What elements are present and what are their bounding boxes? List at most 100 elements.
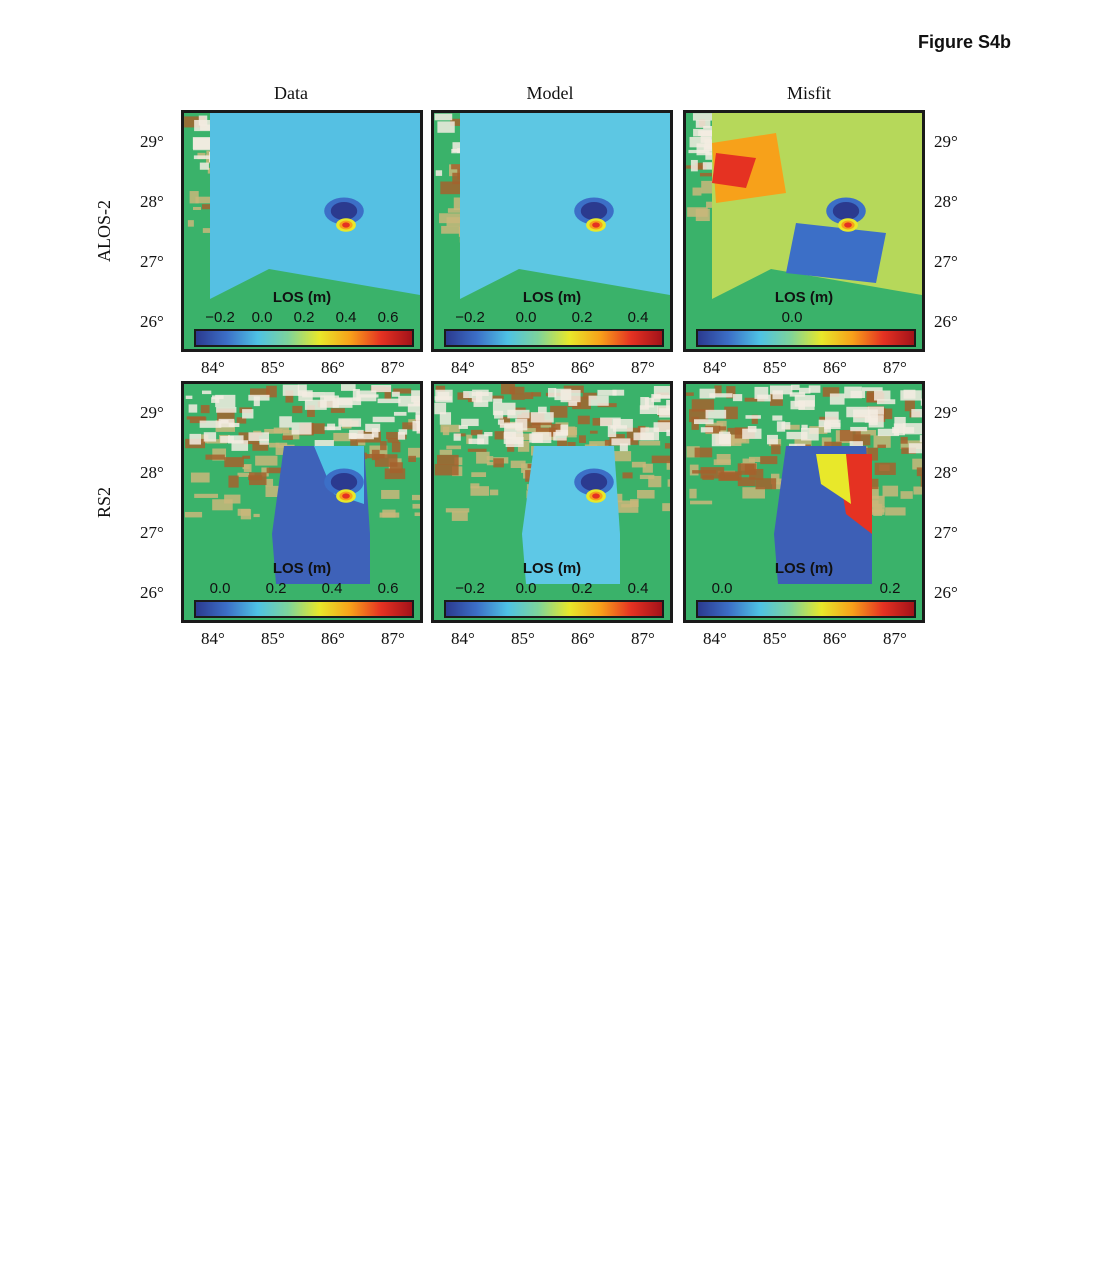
map-canvas (184, 384, 420, 620)
colorbar-tick-label: 0.2 (571, 309, 593, 326)
x-tick-label: 87° (883, 358, 907, 377)
y-tick-label-right: 26° (934, 583, 958, 602)
colorbar-label: LOS (m) (522, 560, 582, 577)
x-tick-label: 86° (571, 358, 595, 377)
y-tick-label-left: 27° (140, 252, 164, 271)
x-tick-label: 85° (511, 629, 535, 648)
map-canvas (434, 384, 670, 620)
row-title-alos2: ALOS-2 (94, 200, 114, 262)
x-tick-label: 84° (703, 629, 727, 648)
x-tick-label: 86° (823, 358, 847, 377)
colorbar-tick-label: 0.0 (781, 309, 803, 326)
y-tick-label-right: 28° (934, 463, 958, 482)
misfit-patch (786, 223, 886, 283)
insar-coverage (460, 113, 670, 299)
colorbar-label: LOS (m) (774, 289, 834, 306)
colorbar (444, 329, 664, 347)
x-tick-label: 85° (261, 358, 285, 377)
x-tick-label: 84° (201, 358, 225, 377)
y-tick-label-right: 29° (934, 132, 958, 151)
colorbar-tick-label: −0.2 (205, 309, 235, 326)
misfit-patch (816, 454, 851, 504)
y-tick-label-left: 26° (140, 583, 164, 602)
colorbar (696, 600, 916, 618)
x-tick-label: 86° (823, 629, 847, 648)
map-canvas (184, 113, 420, 349)
deformation-lobe (844, 222, 852, 228)
y-tick-label-left: 27° (140, 523, 164, 542)
colorbar-tick-label: 0.4 (627, 580, 649, 597)
y-tick-label-left: 29° (140, 132, 164, 151)
y-tick-label-left: 28° (140, 192, 164, 211)
colorbar-tick-label: 0.0 (515, 309, 537, 326)
x-tick-label: 87° (883, 629, 907, 648)
x-tick-label: 85° (763, 629, 787, 648)
x-tick-label: 85° (261, 629, 285, 648)
y-tick-label-left: 26° (140, 312, 164, 331)
x-tick-label: 84° (451, 358, 475, 377)
map-panel-alos-2-misfit: LOS (m) 0.0 (683, 110, 925, 352)
y-tick-label-right: 28° (934, 192, 958, 211)
y-tick-label-left: 29° (140, 403, 164, 422)
x-tick-label: 84° (201, 629, 225, 648)
colorbar-tick-label: 0.0 (251, 309, 273, 326)
figure-title: Figure S4b (918, 32, 1012, 52)
colorbar (194, 329, 414, 347)
deformation-lobe (330, 473, 358, 491)
colorbar-label: LOS (m) (522, 289, 582, 306)
deformation-lobe (580, 202, 608, 220)
x-tick-label: 84° (703, 358, 727, 377)
x-tick-label: 85° (511, 358, 535, 377)
x-tick-label: 87° (631, 629, 655, 648)
row-title-rs2: RS2 (94, 486, 114, 518)
colorbar-tick-label: 0.4 (321, 580, 343, 597)
x-tick-label: 87° (381, 358, 405, 377)
colorbar-label: LOS (m) (272, 289, 332, 306)
colorbar-tick-label: 0.0 (209, 580, 231, 597)
map-panel-rs2-model: LOS (m) −0.2 0.0 0.2 0.4 (431, 381, 673, 623)
colorbar-tick-label: 0.2 (571, 580, 593, 597)
deformation-lobe (592, 493, 600, 499)
colorbar (444, 600, 664, 618)
map-panel-alos-2-data: LOS (m) −0.2 0.0 0.2 0.4 0.6 (181, 110, 423, 352)
deformation-lobe (330, 202, 358, 220)
colorbar-tick-label: 0.0 (515, 580, 537, 597)
map-panel-alos-2-model: LOS (m) −0.2 0.0 0.2 0.4 (431, 110, 673, 352)
deformation-lobe (342, 493, 350, 499)
insar-coverage (210, 113, 420, 299)
y-tick-label-right: 27° (934, 252, 958, 271)
x-tick-label: 85° (763, 358, 787, 377)
x-tick-label: 87° (381, 629, 405, 648)
colorbar-tick-label: 0.6 (377, 580, 399, 597)
x-tick-label: 86° (571, 629, 595, 648)
x-tick-label: 86° (321, 358, 345, 377)
x-tick-label: 84° (451, 629, 475, 648)
y-tick-label-left: 28° (140, 463, 164, 482)
colorbar-tick-label: 0.4 (627, 309, 649, 326)
y-tick-label-right: 26° (934, 312, 958, 331)
colorbar-tick-label: 0.0 (711, 580, 733, 597)
misfit-patch (712, 153, 756, 188)
deformation-lobe (832, 202, 860, 220)
map-panel-rs2-data: LOS (m) 0.0 0.2 0.4 0.6 (181, 381, 423, 623)
map-canvas (686, 113, 922, 349)
colorbar (194, 600, 414, 618)
colorbar-tick-label: 0.2 (265, 580, 287, 597)
colorbar-label: LOS (m) (774, 560, 834, 577)
y-tick-label-right: 29° (934, 403, 958, 422)
colorbar-tick-label: −0.2 (455, 309, 485, 326)
colorbar (696, 329, 916, 347)
map-canvas (434, 113, 670, 349)
colorbar-label: LOS (m) (272, 560, 332, 577)
map-panel-rs2-misfit: LOS (m) 0.0 0.2 (683, 381, 925, 623)
map-canvas (686, 384, 922, 620)
colorbar-tick-label: 0.2 (879, 580, 901, 597)
y-tick-label-right: 27° (934, 523, 958, 542)
colorbar-tick-label: 0.6 (377, 309, 399, 326)
x-tick-label: 87° (631, 358, 655, 377)
column-title-data: Data (274, 83, 308, 103)
colorbar-tick-label: −0.2 (455, 580, 485, 597)
deformation-lobe (580, 473, 608, 491)
column-title-model: Model (526, 83, 574, 103)
colorbar-tick-label: 0.2 (293, 309, 315, 326)
